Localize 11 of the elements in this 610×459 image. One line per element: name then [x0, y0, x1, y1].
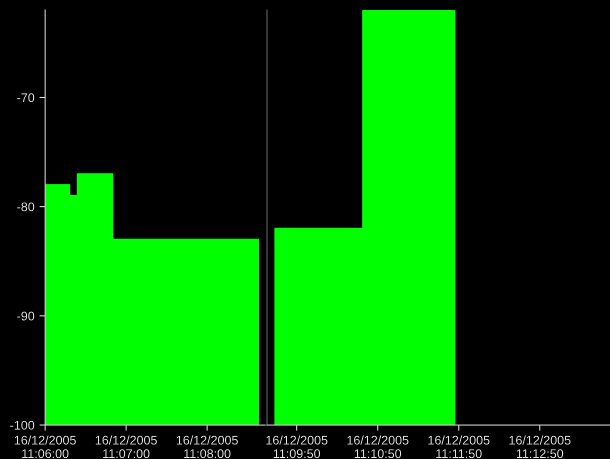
- y-tick-label: -80: [17, 202, 34, 212]
- x-tick-label: 16/12/2005 11:07:00: [96, 435, 157, 458]
- y-tick-label: -100: [10, 420, 34, 430]
- x-tick-label: 16/12/2005 11:08:00: [176, 435, 238, 458]
- x-tick-label: 16/12/2005 11:06:00: [14, 435, 76, 458]
- x-tick-label: 16/12/2005 11:11:50: [428, 435, 490, 458]
- y-tick-label: -90: [17, 312, 34, 320]
- y-tick-label: -70: [17, 93, 34, 102]
- x-tick-label: 16/12/2005 11:12:50: [509, 435, 571, 458]
- x-tick-label: 16/12/2005 11:09:50: [266, 435, 328, 458]
- x-tick-label: 16/12/2005 11:10:50: [347, 435, 408, 458]
